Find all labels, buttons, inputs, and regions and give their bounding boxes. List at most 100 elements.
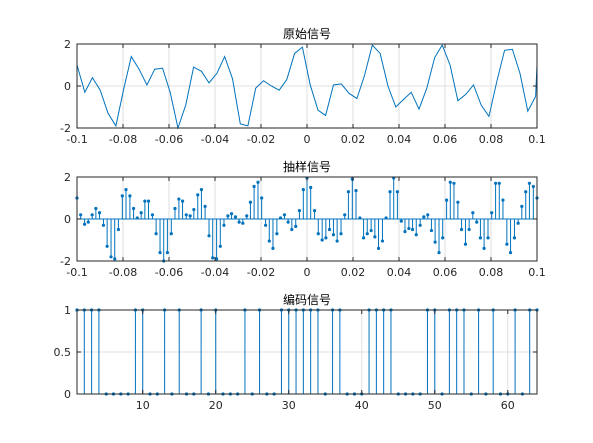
x-tick-label: -0.06 (155, 133, 183, 146)
stem-marker (113, 257, 117, 261)
stem-marker (475, 220, 479, 224)
x-tick-label: 0.04 (387, 266, 412, 279)
stem-marker (407, 226, 411, 231)
stem-marker (388, 190, 392, 194)
y-tick-label: 0 (64, 213, 71, 226)
sampled-signal-plot: -0.1 -0.08 -0.06 -0.04 -0.02 0 0.02 0.04 0.06 0.0… (60, 159, 546, 279)
x-tick-label: 0 (304, 133, 311, 146)
stem-marker (237, 220, 241, 224)
stem-marker (441, 236, 445, 240)
stem-marker (105, 244, 109, 248)
stem-marker (501, 198, 505, 202)
stem-marker (320, 238, 324, 242)
stem-marker (467, 227, 471, 232)
stem-marker (376, 246, 381, 250)
stem-marker (199, 188, 204, 192)
chart-title: 抽样信号 (283, 159, 331, 174)
stem-marker (207, 234, 211, 238)
stem-marker (497, 181, 501, 185)
stem-marker (290, 227, 294, 232)
stem-marker (154, 232, 158, 236)
stem-marker (335, 239, 339, 243)
stem-marker (354, 189, 358, 193)
stem-marker (124, 188, 128, 192)
stem-marker (294, 224, 298, 228)
encoded-signal-plot: 10 20 30 40 50 60 0 0.5 1 编码信号 (54, 292, 539, 412)
stem-marker (256, 180, 260, 184)
stem-marker (343, 213, 347, 217)
stem-marker (109, 255, 113, 259)
x-tick-label: 0.08 (479, 266, 504, 279)
stem-marker (373, 235, 377, 239)
stem-marker (418, 223, 422, 227)
stem-marker (94, 206, 98, 211)
stem-marker (173, 206, 177, 211)
stem-marker (184, 213, 188, 217)
stem-marker (324, 236, 328, 240)
stem-marker (128, 194, 132, 198)
stem-marker (459, 227, 464, 232)
x-tick-label: -0.04 (201, 266, 229, 279)
stem-marker (260, 196, 264, 200)
stem-marker (384, 216, 388, 220)
y-tick-label: 2 (64, 38, 71, 51)
stem-marker (452, 181, 456, 185)
stem-marker (429, 228, 434, 233)
stem-marker (433, 240, 437, 244)
chart-title: 编码信号 (283, 292, 331, 307)
x-tick-label: -0.08 (109, 133, 137, 146)
stem-marker (82, 222, 87, 226)
stem-marker (482, 246, 486, 250)
stem-marker (312, 209, 317, 213)
stem-marker (188, 214, 192, 218)
x-tick-label: -0.04 (201, 133, 229, 146)
x-tick-label: -0.06 (155, 266, 183, 279)
y-tick-label: -2 (60, 122, 71, 135)
x-tick-label: -0.1 (66, 266, 87, 279)
stem-marker (177, 197, 181, 201)
x-tick-label: 0.02 (341, 133, 366, 146)
chart-title: 原始信号 (283, 27, 331, 41)
x-tick-label: 0.06 (433, 133, 458, 146)
stem-marker (505, 242, 509, 246)
x-tick-label: 30 (282, 399, 296, 412)
y-tick-label: -2 (60, 255, 71, 268)
stem-marker (410, 227, 415, 232)
stem-marker (248, 200, 253, 204)
signal-line (76, 43, 538, 130)
stem-marker (508, 251, 513, 255)
stem-marker (490, 211, 494, 215)
stem-marker (471, 211, 475, 215)
stem-marker (516, 221, 520, 225)
stem-marker (478, 236, 483, 240)
x-tick-label: 0.02 (341, 266, 366, 279)
stem-marker (97, 211, 102, 215)
stem-marker (512, 236, 517, 240)
x-tick-label: -0.08 (109, 266, 137, 279)
stem-marker (150, 213, 155, 217)
stem-marker (116, 227, 120, 232)
stem-marker (180, 199, 185, 203)
x-tick-label: 60 (501, 399, 515, 412)
x-tick-label: 20 (209, 399, 223, 412)
stem-marker (327, 227, 332, 232)
stem-marker (101, 223, 106, 227)
stem-marker (414, 233, 418, 237)
stem-marker (226, 214, 230, 218)
stem-marker (264, 223, 268, 227)
stem-marker (131, 206, 136, 211)
stem-marker (158, 251, 162, 255)
stem-marker (79, 213, 83, 217)
stem-marker (531, 184, 535, 189)
stem-marker (211, 256, 215, 260)
x-tick-label: 50 (428, 399, 442, 412)
stem-marker (486, 236, 490, 240)
stem-marker (361, 236, 366, 240)
stem-marker (139, 211, 143, 215)
stem-marker (267, 239, 271, 243)
stem-marker (245, 214, 249, 218)
stem-marker (445, 198, 449, 202)
stem-marker (448, 180, 452, 184)
x-tick-label: -0.02 (247, 133, 275, 146)
